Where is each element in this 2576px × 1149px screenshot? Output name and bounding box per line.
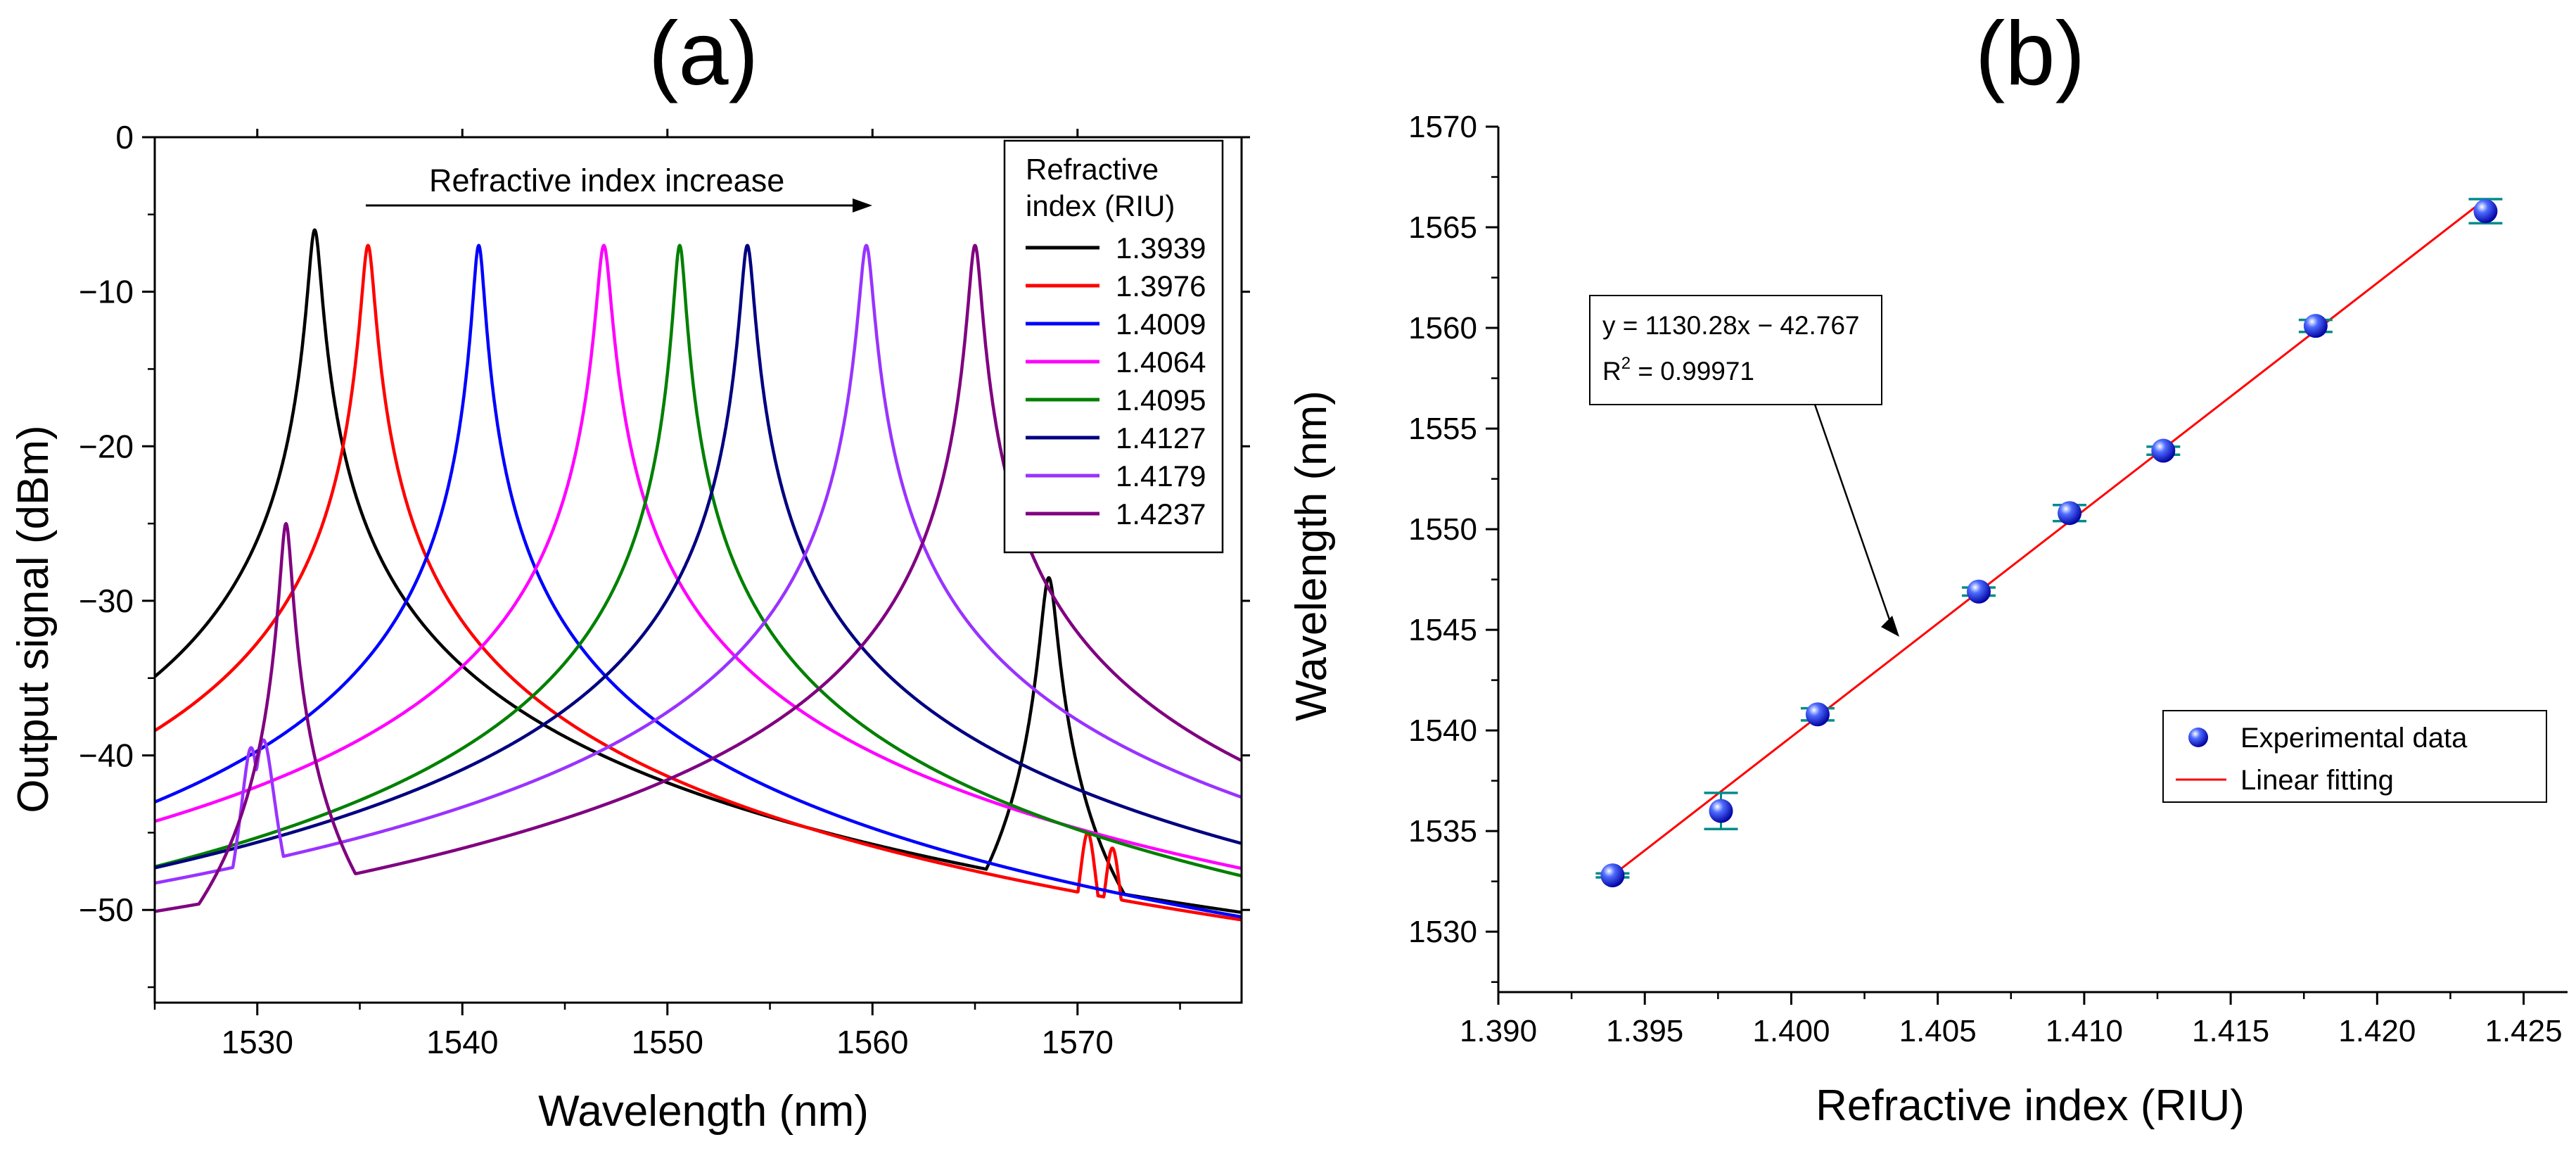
- spectrum-series-1-4009: [155, 243, 1242, 919]
- y-axis-label: Wavelength (nm): [1287, 391, 1336, 721]
- y-tick-label: 1570: [1408, 110, 1477, 144]
- legend-box: [1003, 139, 1224, 554]
- x-tick-label: 1.410: [2046, 1014, 2123, 1048]
- legend-box: [2162, 710, 2547, 803]
- y-tick-label: −10: [79, 274, 134, 310]
- panel-label-a: (a): [649, 4, 758, 104]
- index-increase-arrow-head: [853, 198, 872, 212]
- x-tick-label: 1.415: [2192, 1014, 2269, 1048]
- spectrum-series-1-4095: [155, 243, 1242, 877]
- data-point: [1966, 579, 1991, 604]
- x-axis-label: Wavelength (nm): [538, 1087, 869, 1136]
- legend-label: 1.4064: [1116, 345, 1206, 379]
- legend-title: index (RIU): [1026, 189, 1175, 222]
- data-point: [1805, 702, 1830, 727]
- legend-label: Linear fitting: [2240, 765, 2394, 796]
- fit-chart: (b) Refractive index (RIU) Wavelength (n…: [1287, 4, 2568, 1130]
- y-tick-label: 1535: [1408, 814, 1477, 849]
- spectrum-series-1-3939: [155, 228, 1242, 914]
- y-tick-label: 0: [115, 119, 134, 155]
- fit-equation: y = 1130.28x − 42.767: [1602, 311, 1860, 340]
- legend-label: 1.4095: [1116, 383, 1206, 417]
- y-tick-label: 1545: [1408, 613, 1477, 647]
- spectrum-series-1-4127: [155, 243, 1242, 870]
- x-tick-label: 1.425: [2485, 1014, 2562, 1048]
- legend-label: 1.4237: [1116, 497, 1206, 531]
- r2-superscript: 2: [1621, 354, 1631, 373]
- legend-title: Refractive: [1026, 153, 1159, 186]
- fit-equation-box: [1589, 295, 1882, 405]
- fit-r-squared: R2 = 0.99971: [1602, 354, 1754, 386]
- spectrum-chart: (a) Wavelength (nm) Output signal (dBm) …: [9, 4, 1250, 1136]
- x-tick-label: 1.390: [1460, 1014, 1537, 1048]
- spectrum-series-1-3976: [155, 243, 1242, 922]
- y-tick-label: 1555: [1408, 412, 1477, 446]
- fit-panel: (b) Refractive index (RIU) Wavelength (n…: [1287, 0, 2576, 1149]
- x-tick-label: 1.395: [1606, 1014, 1683, 1048]
- series-group: [155, 228, 1242, 922]
- legend-swatch-experimental: [2188, 728, 2208, 747]
- linear-fit-line: [1612, 198, 2487, 877]
- data-point: [2151, 438, 2176, 463]
- y-tick-label: −30: [79, 583, 134, 619]
- legend-label: 1.4179: [1116, 459, 1206, 493]
- data-point: [1600, 863, 1625, 888]
- fit-pointer-arrow: [1813, 404, 1894, 628]
- legend-label: 1.3976: [1116, 269, 1206, 303]
- data-point: [2473, 199, 2498, 224]
- legend-label: Experimental data: [2240, 723, 2468, 754]
- y-tick-label: 1560: [1408, 311, 1477, 345]
- y-tick-label: 1540: [1408, 713, 1477, 748]
- y-tick-label: 1550: [1408, 512, 1477, 547]
- x-tick-label: 1.400: [1752, 1014, 1830, 1048]
- legend-label: 1.4127: [1116, 421, 1206, 455]
- x-tick-label: 1540: [426, 1024, 498, 1060]
- spectrum-series-1-4179: [155, 243, 1242, 885]
- spectrum-series-1-4237: [155, 243, 1242, 913]
- x-tick-label: 1550: [632, 1024, 703, 1060]
- plot-frame: [153, 136, 1243, 1004]
- y-tick-label: −40: [79, 737, 134, 774]
- spectrum-panel: (a) Wavelength (nm) Output signal (dBm) …: [0, 0, 1273, 1149]
- x-tick-label: 1530: [222, 1024, 293, 1060]
- y-axis-label: Output signal (dBm): [9, 425, 58, 813]
- x-axis-label: Refractive index (RIU): [1816, 1081, 2245, 1130]
- y-tick-label: −20: [79, 428, 134, 464]
- r2-value: = 0.99971: [1631, 357, 1754, 386]
- panel-label-b: (b): [1975, 4, 2085, 104]
- x-tick-label: 1570: [1042, 1024, 1114, 1060]
- fit-pointer-arrowhead: [1881, 616, 1899, 637]
- x-tick-label: 1.405: [1899, 1014, 1977, 1048]
- data-point: [1709, 799, 1733, 823]
- y-tick-label: 1565: [1408, 210, 1477, 245]
- refractive-index-arrow-label: Refractive index increase: [429, 163, 784, 198]
- data-point: [2303, 314, 2328, 338]
- y-tick-label: 1530: [1408, 915, 1477, 949]
- y-tick-label: −50: [79, 891, 134, 928]
- r2-prefix: R: [1602, 357, 1621, 386]
- x-tick-label: 1.420: [2338, 1014, 2416, 1048]
- data-point: [2058, 501, 2082, 526]
- x-tick-label: 1560: [836, 1024, 908, 1060]
- legend-label: 1.3939: [1116, 231, 1206, 265]
- legend-label: 1.4009: [1116, 307, 1206, 341]
